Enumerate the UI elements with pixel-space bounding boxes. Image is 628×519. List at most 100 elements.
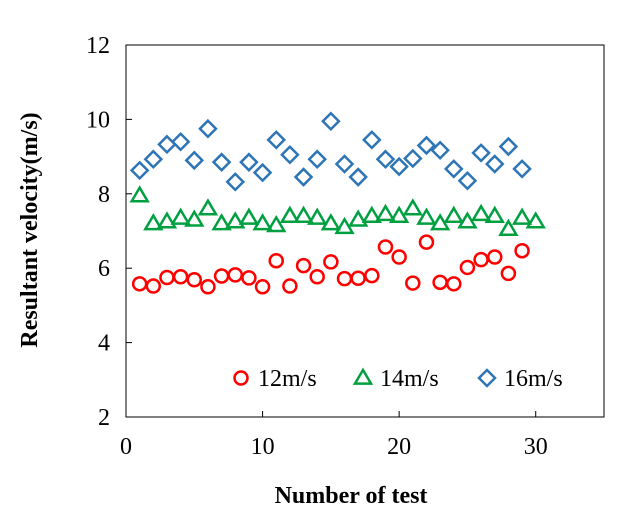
data-point — [186, 271, 203, 288]
data-point — [320, 213, 342, 231]
data-point — [498, 218, 519, 236]
y-tick-label: 8 — [98, 182, 110, 208]
data-point — [389, 156, 409, 177]
series-triangle — [129, 185, 546, 236]
data-point — [444, 159, 464, 179]
data-point — [403, 148, 423, 169]
data-point — [129, 185, 150, 203]
data-point — [375, 203, 396, 222]
data-point — [364, 267, 380, 284]
data-point — [268, 253, 284, 269]
data-point — [239, 152, 259, 172]
legend-item: 12m/s — [233, 366, 317, 392]
data-point — [211, 152, 232, 172]
data-point — [200, 279, 216, 295]
legend-item: 16m/s — [477, 366, 563, 392]
data-point — [238, 207, 260, 225]
data-point — [227, 267, 244, 283]
data-point — [266, 214, 287, 233]
data-point — [377, 239, 394, 255]
data-point — [293, 167, 314, 187]
x-tick-label: 10 — [251, 434, 275, 460]
data-point — [375, 149, 396, 169]
data-point — [254, 279, 271, 295]
data-point — [334, 154, 355, 174]
data-point — [347, 209, 369, 227]
series-diamond — [129, 111, 532, 192]
y-tick-label: 6 — [98, 256, 110, 282]
data-point — [252, 213, 273, 231]
data-point — [416, 135, 437, 156]
y-tick-label: 10 — [86, 107, 110, 133]
legend-marker-circle — [233, 370, 249, 386]
data-point — [131, 276, 148, 292]
legend-marker-diamond — [477, 368, 497, 388]
legend-label: 14m/s — [380, 366, 439, 392]
data-point — [170, 207, 191, 225]
data-point — [418, 234, 435, 250]
axis-ticks: 2 4 6 8 10 12 0 10 20 30 — [86, 33, 548, 460]
data-point — [391, 249, 407, 265]
data-point — [525, 211, 546, 229]
legend: 12m/s 14m/s 16m/s — [233, 366, 563, 392]
data-point — [432, 274, 448, 291]
y-tick-label: 12 — [86, 33, 110, 59]
data-point — [498, 136, 519, 157]
data-point — [405, 275, 421, 291]
data-point — [213, 268, 230, 284]
data-point — [486, 249, 503, 265]
data-point — [159, 269, 175, 286]
data-point — [280, 144, 300, 165]
data-point — [484, 154, 505, 174]
data-point — [295, 257, 312, 274]
data-point — [402, 198, 423, 216]
data-point — [484, 205, 505, 223]
x-tick-label: 20 — [387, 434, 411, 460]
data-point — [156, 211, 178, 229]
legend-marker-triangle — [352, 367, 374, 385]
data-point — [348, 167, 368, 187]
data-point — [470, 203, 492, 222]
x-tick-label: 0 — [120, 434, 132, 460]
data-point — [457, 171, 478, 191]
data-point — [170, 131, 191, 152]
data-point — [198, 118, 218, 139]
data-point — [443, 205, 464, 223]
data-point — [511, 207, 533, 225]
data-point — [211, 213, 232, 231]
data-point — [145, 278, 162, 294]
data-point — [225, 211, 246, 229]
data-point — [500, 265, 517, 282]
data-point — [184, 209, 205, 227]
data-point — [293, 205, 314, 223]
data-point — [197, 198, 219, 216]
data-point — [309, 269, 325, 285]
series-circle — [131, 234, 530, 295]
data-point — [362, 130, 382, 150]
data-point — [184, 150, 205, 171]
data-point — [307, 207, 328, 225]
data-point — [252, 162, 273, 183]
data-point — [361, 205, 383, 223]
data-point — [282, 278, 298, 294]
data-point — [350, 270, 366, 286]
data-point — [307, 149, 327, 169]
data-point — [446, 276, 462, 292]
data-point — [172, 269, 189, 285]
plot-area — [125, 44, 605, 418]
data-markers — [129, 111, 546, 295]
y-tick-label: 2 — [98, 405, 110, 431]
x-axis-title: Number of test — [275, 483, 428, 509]
data-point — [129, 160, 150, 181]
data-point — [459, 259, 476, 276]
data-point — [266, 130, 286, 150]
data-point — [321, 111, 341, 132]
data-point — [143, 149, 164, 169]
data-point — [143, 213, 164, 231]
data-point — [323, 254, 339, 270]
legend-item: 14m/s — [352, 366, 439, 392]
data-point — [430, 140, 450, 161]
legend-label: 16m/s — [504, 366, 563, 392]
data-point — [471, 143, 491, 163]
